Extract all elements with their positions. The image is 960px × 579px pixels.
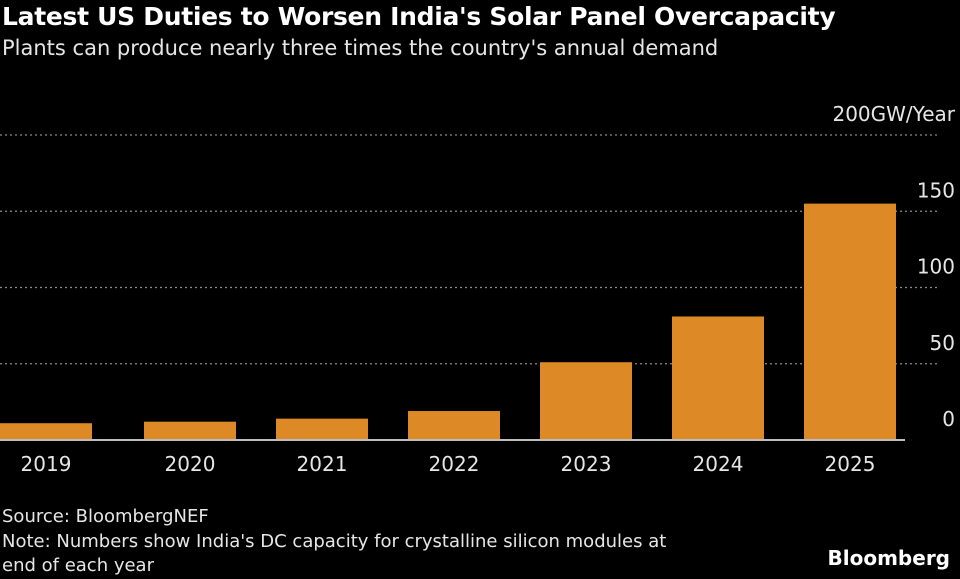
y-tick-label: 150 — [917, 178, 955, 202]
bar-2020 — [144, 421, 236, 440]
x-tick-label: 2022 — [429, 452, 480, 476]
y-tick-label: 50 — [930, 331, 955, 355]
x-tick-label: 2021 — [297, 452, 348, 476]
bar-2022 — [408, 411, 500, 440]
bar-2024 — [672, 316, 764, 440]
source-note: Source: BloombergNEF — [2, 506, 209, 527]
y-tick-label: 200GW/Year — [832, 102, 955, 126]
x-tick-label: 2025 — [825, 452, 876, 476]
x-tick-label: 2024 — [693, 452, 744, 476]
bar-2025 — [804, 203, 896, 440]
chart-subtitle: Plants can produce nearly three times th… — [2, 36, 719, 60]
footnote-line-1: Note: Numbers show India's DC capacity f… — [2, 531, 667, 552]
bar-2021 — [276, 418, 368, 440]
bar-2019 — [0, 423, 92, 440]
footnote-line-2: end of each year — [2, 555, 154, 576]
x-tick-label: 2019 — [21, 452, 72, 476]
x-tick-label: 2023 — [561, 452, 612, 476]
y-tick-label: 100 — [917, 255, 955, 279]
y-tick-label: 0 — [942, 407, 955, 431]
x-tick-label: 2020 — [165, 452, 216, 476]
bar-2023 — [540, 362, 632, 440]
bloomberg-logo: Bloomberg — [827, 546, 950, 570]
chart-title: Latest US Duties to Worsen India's Solar… — [2, 2, 836, 31]
